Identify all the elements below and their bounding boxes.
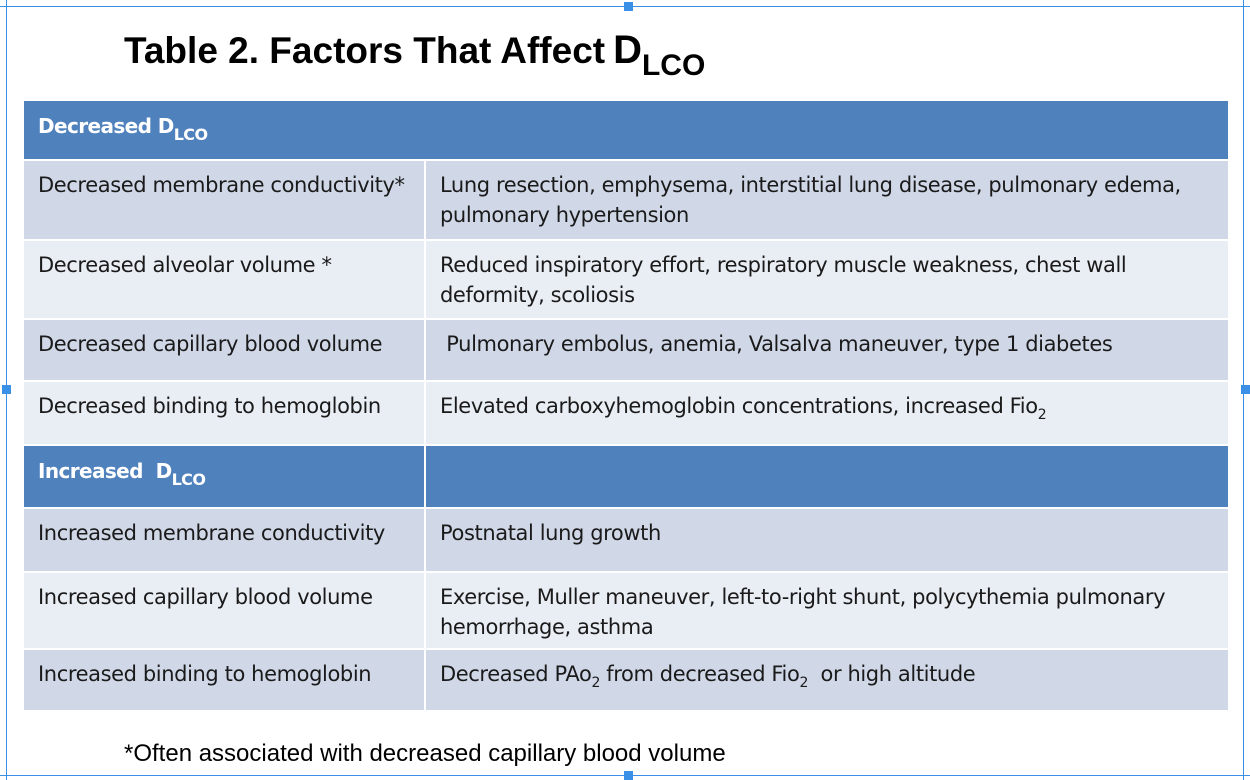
- causes-cell: Exercise, Muller maneuver, left-to-right…: [423, 571, 1231, 650]
- resize-handle-right[interactable]: [1241, 385, 1250, 394]
- table-row: Increased binding to hemoglobin Decrease…: [22, 648, 1231, 712]
- table-row: Increased membrane conductivity Postnata…: [22, 507, 1231, 573]
- factor-cell: Increased binding to hemoglobin: [22, 648, 426, 712]
- slide-title: Table 2. Factors That Affect DLCO: [124, 28, 705, 82]
- table-row: Decreased binding to hemoglobin Elevated…: [22, 380, 1231, 446]
- causes-text: Decreased PAo: [440, 662, 592, 686]
- causes-text: or high altitude: [807, 662, 976, 686]
- causes-cell: Decreased PAo2 from decreased Fio2 or hi…: [423, 648, 1231, 712]
- footnote: *Often associated with decreased capilla…: [124, 740, 726, 767]
- resize-handle-top[interactable]: [624, 2, 633, 11]
- factor-cell: Increased capillary blood volume: [22, 571, 426, 650]
- resize-handle-left[interactable]: [2, 385, 11, 394]
- section-header-increased: Increased DLCO: [22, 444, 1231, 509]
- title-text: Table 2. Factors That Affect: [124, 30, 606, 71]
- causes-cell: Postnatal lung growth: [423, 507, 1231, 573]
- section-label: Decreased D: [38, 114, 174, 138]
- section-header-decreased: Decreased DLCO: [21, 99, 1231, 161]
- factor-cell: Decreased binding to hemoglobin: [22, 380, 426, 446]
- causes-text: Elevated carboxyhemoglobin concentration…: [440, 394, 1038, 418]
- causes-cell: Pulmonary embolus, anemia, Valsalva mane…: [423, 318, 1231, 382]
- causes-subscript: 2: [1037, 407, 1047, 423]
- causes-cell: Lung resection, emphysema, interstitial …: [423, 159, 1231, 241]
- causes-subscript: 2: [591, 675, 600, 691]
- factor-cell: Increased membrane conductivity: [22, 507, 426, 573]
- causes-cell: Elevated carboxyhemoglobin concentration…: [423, 380, 1231, 446]
- table-row: Decreased membrane conductivity* Lung re…: [22, 159, 1231, 241]
- section-header-empty-cell: [423, 444, 1231, 509]
- section-subscript: LCO: [171, 470, 206, 489]
- resize-handle-bottom[interactable]: [624, 771, 633, 780]
- factor-cell: Decreased capillary blood volume: [22, 318, 426, 382]
- causes-text: from decreased Fio: [599, 662, 800, 686]
- section-label: Increased D: [38, 459, 172, 483]
- table-row: Decreased alveolar volume * Reduced insp…: [22, 239, 1231, 320]
- title-subscript: LCO: [641, 49, 706, 82]
- factors-table: Decreased DLCO Decreased membrane conduc…: [21, 99, 1231, 712]
- causes-subscript: 2: [799, 675, 808, 691]
- section-header-cell: Increased DLCO: [22, 444, 426, 509]
- table-row: Decreased capillary blood volume Pulmona…: [22, 318, 1231, 382]
- title-symbol: D: [613, 28, 642, 72]
- section-subscript: LCO: [173, 125, 208, 144]
- factor-cell: Decreased alveolar volume *: [22, 239, 426, 320]
- table-row: Increased capillary blood volume Exercis…: [22, 571, 1231, 650]
- causes-cell: Reduced inspiratory effort, respiratory …: [423, 239, 1231, 320]
- section-header-cell: Decreased DLCO: [21, 99, 1231, 161]
- factor-cell: Decreased membrane conductivity*: [22, 159, 426, 241]
